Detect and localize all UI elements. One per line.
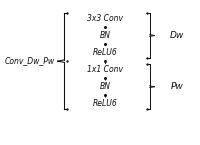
Text: BN: BN [99, 82, 110, 91]
Text: Conv_Dw_Pw: Conv_Dw_Pw [5, 57, 55, 66]
Text: Pw: Pw [170, 82, 182, 91]
Text: 1x1 Conv: 1x1 Conv [87, 65, 123, 74]
Text: 3x3 Conv: 3x3 Conv [87, 14, 123, 23]
Text: Dw: Dw [169, 31, 183, 40]
Text: ReLU6: ReLU6 [92, 48, 117, 57]
Text: BN: BN [99, 31, 110, 40]
Text: ReLU6: ReLU6 [92, 99, 117, 108]
